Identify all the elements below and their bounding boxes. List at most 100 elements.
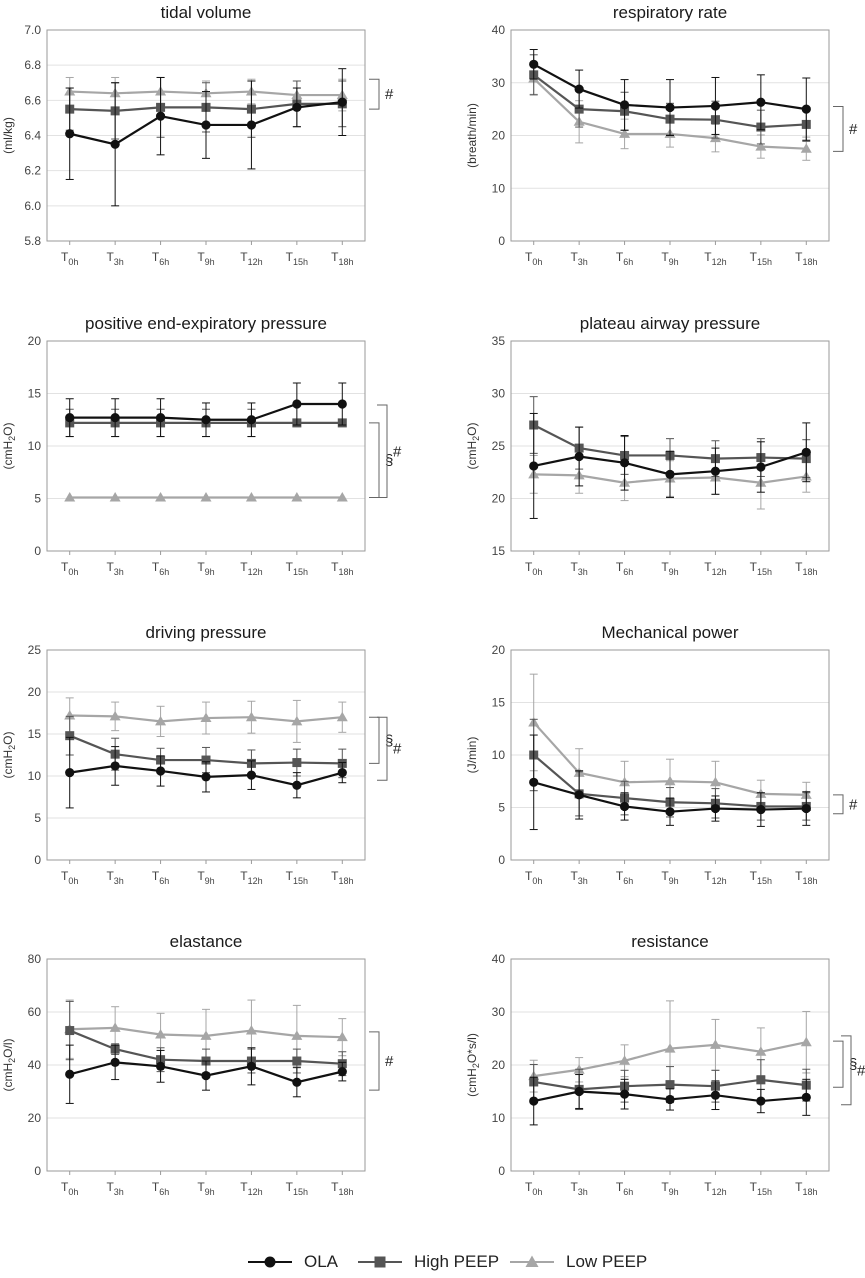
x-tick-label: T12h bbox=[704, 560, 726, 577]
significance-symbol: # bbox=[393, 741, 402, 758]
significance-symbol: § bbox=[385, 732, 393, 749]
data-point bbox=[800, 143, 812, 153]
data-point bbox=[200, 1030, 212, 1040]
series-ola bbox=[65, 1044, 347, 1104]
data-point bbox=[619, 1089, 630, 1099]
x-tick-label: T6h bbox=[152, 560, 169, 577]
x-tick-label: T9h bbox=[661, 1180, 678, 1197]
data-point bbox=[529, 59, 539, 69]
y-axis-label: (cmH2O*s/l) bbox=[465, 1033, 481, 1097]
data-point bbox=[292, 1077, 302, 1087]
y-tick-label: 20 bbox=[492, 1058, 506, 1072]
x-tick-label: T6h bbox=[616, 250, 633, 267]
y-tick-label: 6.4 bbox=[24, 129, 41, 143]
legend-marker-ola bbox=[248, 1256, 292, 1268]
data-point bbox=[801, 1092, 811, 1102]
data-point bbox=[756, 1096, 766, 1106]
x-tick-label: T18h bbox=[795, 560, 817, 577]
data-point bbox=[619, 128, 631, 138]
data-point bbox=[65, 731, 75, 741]
x-tick-label: T3h bbox=[106, 1180, 123, 1197]
y-tick-label: 25 bbox=[28, 643, 42, 657]
x-tick-label: T12h bbox=[240, 560, 262, 577]
data-point bbox=[110, 413, 120, 423]
y-axis-label: (breath/min) bbox=[465, 103, 479, 168]
x-tick-label: T18h bbox=[795, 869, 817, 886]
x-tick-label: T6h bbox=[616, 1180, 633, 1197]
data-point bbox=[245, 1025, 257, 1035]
x-tick-label: T12h bbox=[240, 869, 262, 886]
data-point bbox=[336, 711, 348, 722]
data-point bbox=[110, 1057, 120, 1067]
data-point bbox=[336, 491, 348, 502]
y-tick-label: 20 bbox=[492, 643, 506, 657]
series-ola bbox=[65, 736, 347, 809]
data-point bbox=[292, 1056, 302, 1066]
data-point bbox=[246, 415, 257, 425]
data-point bbox=[665, 807, 675, 817]
x-tick-label: T12h bbox=[704, 1180, 726, 1197]
significance-symbol: # bbox=[849, 796, 858, 813]
y-tick-label: 0 bbox=[498, 853, 505, 867]
x-tick-label: T6h bbox=[152, 869, 169, 886]
x-tick-label: T15h bbox=[286, 250, 308, 267]
y-tick-label: 40 bbox=[492, 952, 506, 966]
x-tick-label: T15h bbox=[750, 1180, 772, 1197]
data-point bbox=[755, 1046, 767, 1056]
x-tick-label: T15h bbox=[286, 560, 308, 577]
data-point bbox=[709, 1039, 721, 1049]
data-point bbox=[65, 1069, 75, 1079]
data-point bbox=[665, 1080, 675, 1090]
y-axis-label: (cmH2O) bbox=[465, 422, 481, 469]
chart-panel-respiratory-rate: respiratory rate 0 10 20 30 40 T0h T3h T6h T9h T12… bbox=[465, 3, 858, 267]
bracket-line bbox=[377, 404, 388, 498]
data-point bbox=[574, 84, 584, 94]
significance-bracket: § bbox=[833, 1040, 857, 1088]
y-tick-label: 10 bbox=[492, 748, 506, 762]
legend-item-high-peep: High PEEP bbox=[356, 1250, 499, 1274]
legend-item-low-peep: Low PEEP bbox=[508, 1250, 647, 1274]
bracket-line bbox=[833, 794, 844, 815]
data-point bbox=[292, 758, 302, 768]
data-point bbox=[801, 104, 811, 114]
y-tick-label: 6.2 bbox=[24, 164, 41, 178]
data-point bbox=[201, 1071, 211, 1081]
y-tick-label: 6.0 bbox=[24, 199, 41, 213]
significance-symbol: § bbox=[849, 1056, 857, 1073]
y-tick-label: 6.8 bbox=[24, 58, 41, 72]
series-ola bbox=[65, 382, 347, 438]
data-point bbox=[756, 805, 766, 815]
data-point bbox=[574, 451, 584, 462]
data-point bbox=[200, 712, 212, 723]
data-point bbox=[664, 1043, 676, 1053]
significance-bracket: # bbox=[833, 794, 858, 815]
y-tick-label: 7.0 bbox=[24, 23, 41, 37]
y-tick-label: 25 bbox=[492, 439, 506, 453]
chart-title: resistance bbox=[631, 932, 708, 951]
data-point bbox=[201, 415, 211, 425]
data-point bbox=[291, 715, 303, 726]
data-point bbox=[619, 1055, 631, 1065]
x-tick-label: T0h bbox=[61, 560, 78, 577]
x-tick-label: T6h bbox=[616, 869, 633, 886]
data-point bbox=[529, 1096, 539, 1106]
chart-panel-plateau-airway-pressure: plateau airway pressure 15 20 25 30 35 T0h T3h T… bbox=[465, 314, 830, 577]
bracket-line bbox=[833, 105, 844, 152]
y-tick-label: 0 bbox=[34, 853, 41, 867]
data-point bbox=[110, 139, 120, 149]
y-axis-label: (ml/kg) bbox=[1, 117, 15, 154]
y-tick-label: 0 bbox=[498, 1164, 505, 1178]
x-tick-label: T0h bbox=[61, 869, 78, 886]
data-point bbox=[710, 803, 721, 814]
y-tick-label: 10 bbox=[492, 1111, 506, 1125]
data-point bbox=[109, 1022, 121, 1032]
data-point bbox=[337, 97, 347, 107]
x-tick-label: T18h bbox=[331, 560, 353, 577]
x-tick-label: T12h bbox=[704, 250, 726, 267]
x-tick-label: T9h bbox=[197, 560, 214, 577]
data-point bbox=[64, 710, 76, 720]
y-tick-label: 35 bbox=[492, 334, 506, 348]
y-tick-label: 0 bbox=[34, 1164, 41, 1178]
data-point bbox=[155, 413, 166, 423]
data-point bbox=[619, 801, 630, 812]
